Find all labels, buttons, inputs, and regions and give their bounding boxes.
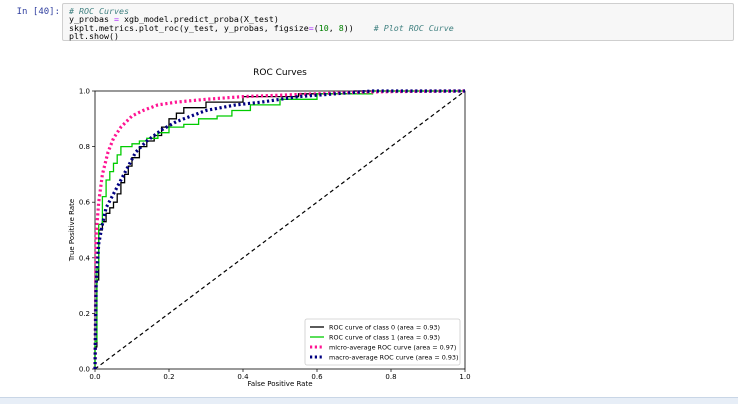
- x-tick-label: 0.0: [89, 373, 100, 381]
- legend-entry: micro-average ROC curve (area = 0.97): [329, 343, 456, 351]
- code-token: skplt.metrics.plot_roc(y_test, y_probas,…: [69, 22, 309, 33]
- y-tick-label: 0.0: [79, 366, 90, 374]
- x-tick-label: 0.2: [163, 373, 174, 381]
- code-editor[interactable]: # ROC Curves y_probas = xgb_model.predict…: [69, 7, 454, 41]
- legend-entry: macro-average ROC curve (area = 0.93): [329, 353, 458, 361]
- code-line: # ROC Curves: [69, 7, 454, 15]
- code-token: # ROC Curves: [69, 6, 129, 16]
- code-token: plt.show(): [69, 31, 119, 42]
- chance-diagonal-line: [94, 90, 466, 370]
- output-area: ROC Curves 0.0 0.2 0.4 0.6 0.8 1.0 0.0 0.2 0.4 0.…: [62, 45, 734, 397]
- y-tick-label: 1.0: [79, 88, 90, 96]
- code-cell[interactable]: # ROC Curves y_probas = xgb_model.predict…: [62, 3, 734, 41]
- code-token: 8: [338, 22, 344, 33]
- code-token: xgb_model.predict_proba(X_test): [118, 14, 279, 25]
- code-token: )): [343, 22, 374, 33]
- y-tick-label: 0.4: [79, 254, 91, 262]
- chart-title: ROC Curves: [253, 68, 307, 78]
- chart-legend: ROC curve of class 0 (area = 0.93) ROC cu…: [304, 318, 461, 366]
- legend-entry: ROC curve of class 0 (area = 0.93): [329, 323, 440, 331]
- legend-box: [304, 318, 461, 366]
- y-axis-label: True Positive Rate: [68, 199, 76, 262]
- code-token: =: [113, 14, 119, 25]
- roc-chart: ROC Curves 0.0 0.2 0.4 0.6 0.8 1.0 0.0 0.2 0.4 0.…: [68, 68, 471, 388]
- code-token: # Plot ROC Curve: [373, 22, 454, 33]
- code-token: y_probas: [69, 14, 114, 25]
- code-token: 10: [318, 22, 329, 33]
- code-line: y_probas = xgb_model.predict_proba(X_tes…: [69, 15, 454, 23]
- y-tick-label: 0.6: [79, 199, 91, 207]
- notebook-bottom-bar: [0, 397, 738, 404]
- macro-average-roc-line: [93, 89, 465, 370]
- input-prompt: In [40]:: [16, 7, 60, 17]
- code-token: (: [313, 22, 319, 33]
- class-0-roc-line: [94, 90, 465, 369]
- code-line: skplt.metrics.plot_roc(y_test, y_probas,…: [69, 24, 454, 32]
- x-axis-label: False Positive Rate: [247, 380, 312, 388]
- code-token: =: [308, 22, 314, 33]
- code-token: ,: [328, 22, 339, 33]
- y-tick-label: 0.2: [79, 310, 90, 318]
- y-tick-label: 0.8: [79, 143, 90, 151]
- x-tick-label: 0.4: [237, 373, 249, 381]
- x-tick-label: 0.8: [385, 373, 396, 381]
- code-line: plt.show(): [69, 32, 454, 40]
- legend-entry: ROC curve of class 1 (area = 0.93): [329, 333, 440, 341]
- x-tick-label: 1.0: [459, 373, 470, 381]
- x-tick-label: 0.6: [311, 373, 323, 381]
